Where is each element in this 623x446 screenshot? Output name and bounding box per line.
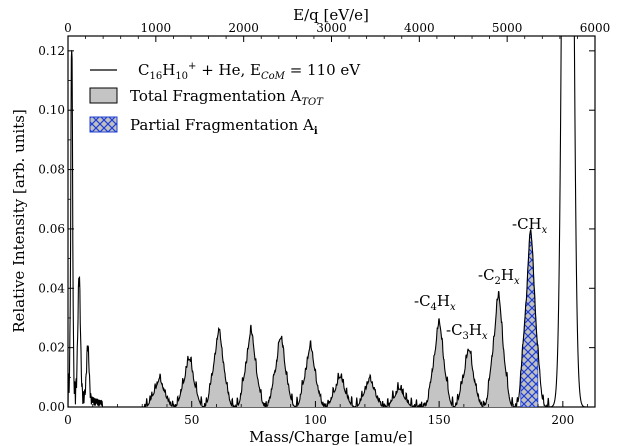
- spectrum-line: [68, 36, 595, 407]
- legend: C16H10+ + He, ECoM = 110 eV Total Fragme…: [89, 61, 361, 137]
- y-tick-label: 0.06: [38, 222, 65, 236]
- legend-hatched-box: [89, 116, 118, 133]
- y-tick-label: 0.10: [38, 103, 65, 117]
- y-tick-label: 0.00: [38, 400, 65, 414]
- x-tick-label: 50: [184, 413, 199, 427]
- top-tick-label: 1000: [141, 21, 172, 35]
- x-tick-label: 0: [64, 413, 72, 427]
- total-fragmentation-area: [142, 291, 516, 407]
- annotation-ch: -CHx: [512, 215, 548, 236]
- x-axis-ticks: 0 50 100 150 200: [64, 401, 588, 427]
- x-axis-label: Mass/Charge [amu/e]: [249, 428, 413, 446]
- y-tick-label: 0.08: [38, 163, 65, 177]
- y-tick-label: 0.12: [38, 44, 65, 58]
- x-tick-label: 100: [304, 413, 327, 427]
- annotation-c4h: -C4Hx: [414, 292, 456, 313]
- annotation-c2h: -C2Hx: [478, 266, 520, 287]
- y-axis-label: Relative Intensity [arb. units]: [10, 109, 28, 333]
- legend-entry-spectrum: C16H10+ + He, ECoM = 110 eV: [138, 61, 361, 82]
- top-tick-label: 2000: [228, 21, 259, 35]
- x-tick-label: 150: [428, 413, 451, 427]
- top-tick-label: 4000: [404, 21, 435, 35]
- y-tick-label: 0.04: [38, 281, 65, 295]
- legend-entry-total: Total Fragmentation ATOT: [130, 87, 324, 108]
- annotations: -CHx -C2Hx -C4Hx -C3Hx: [414, 215, 548, 342]
- legend-entry-partial: Partial Fragmentation Ai: [130, 116, 318, 137]
- top-axis-label: E/q [eV/e]: [293, 6, 369, 24]
- top-tick-label: 6000: [580, 21, 611, 35]
- legend-gray-box: [89, 87, 118, 104]
- top-tick-label: 3000: [316, 21, 347, 35]
- annotation-c3h: -C3Hx: [446, 321, 488, 342]
- y-axis-ticks: 0.00 0.02 0.04 0.06 0.08 0.10 0.12: [38, 44, 595, 414]
- y-tick-label: 0.02: [38, 341, 65, 355]
- x-tick-label: 200: [551, 413, 574, 427]
- top-tick-label: 5000: [492, 21, 523, 35]
- top-tick-label: 0: [64, 21, 72, 35]
- top-axis-ticks: 0 1000 2000 3000 4000 5000 6000: [64, 21, 610, 42]
